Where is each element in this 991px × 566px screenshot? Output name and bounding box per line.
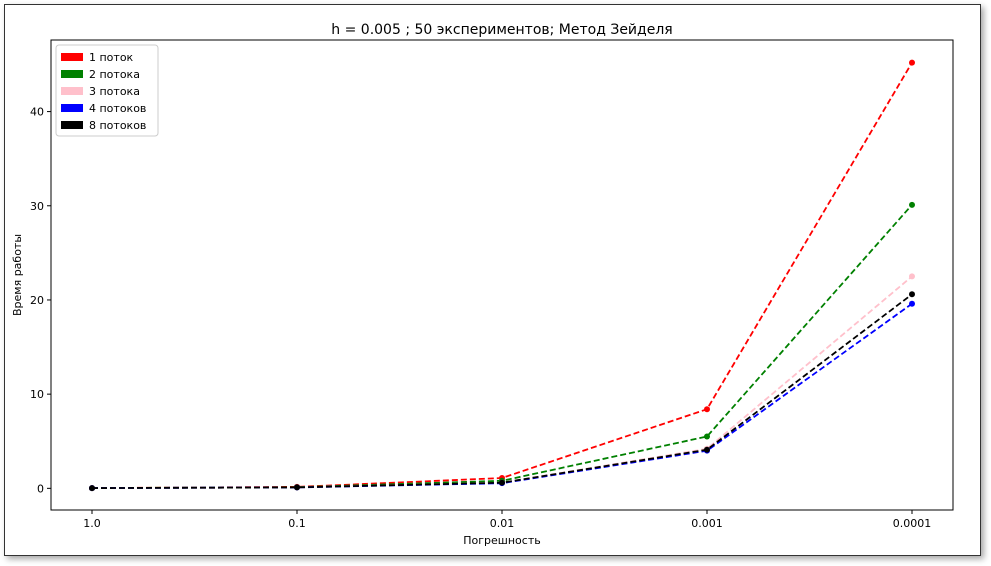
legend-label: 3 потока bbox=[89, 85, 140, 98]
x-tick-label: 0.001 bbox=[691, 517, 723, 530]
series-line bbox=[91, 204, 913, 489]
y-tick-label: 40 bbox=[30, 106, 44, 119]
axes: 1.0 0.1 0.01 0.001 0.0001 0 10 20 30 40 bbox=[30, 106, 931, 530]
data-point bbox=[909, 59, 915, 66]
legend-swatch bbox=[61, 70, 83, 78]
figure-frame bbox=[4, 4, 981, 556]
y-tick-label: 0 bbox=[37, 482, 44, 495]
legend: 1 поток 2 потока 3 потока 4 потоков 8 потоко… bbox=[55, 44, 159, 137]
y-tick-label: 20 bbox=[30, 294, 44, 307]
series-layer bbox=[89, 59, 915, 492]
x-tick-label: 0.01 bbox=[490, 517, 515, 530]
legend-swatch bbox=[61, 87, 83, 95]
x-tick-label: 1.0 bbox=[83, 517, 101, 530]
data-point bbox=[704, 446, 710, 453]
legend-swatch bbox=[61, 104, 83, 112]
legend-box bbox=[55, 44, 159, 137]
series-line bbox=[91, 293, 913, 490]
data-point bbox=[909, 273, 915, 280]
legend-swatch bbox=[61, 121, 83, 129]
legend-swatch bbox=[61, 53, 83, 61]
series-group bbox=[89, 291, 915, 492]
data-point bbox=[499, 479, 505, 486]
data-point bbox=[909, 201, 915, 208]
legend-label: 4 потоков bbox=[89, 102, 146, 115]
legend-label: 1 поток bbox=[89, 51, 134, 64]
series-group bbox=[89, 201, 915, 492]
x-tick-label: 0.0001 bbox=[893, 517, 932, 530]
x-tick-label: 0.1 bbox=[288, 517, 306, 530]
legend-label: 8 потоков bbox=[89, 119, 146, 132]
y-tick-label: 30 bbox=[30, 200, 44, 213]
y-axis-label: Время работы bbox=[11, 234, 24, 316]
data-point bbox=[909, 291, 915, 298]
series-line bbox=[91, 275, 913, 490]
plot-area bbox=[50, 39, 954, 511]
legend-label: 2 потока bbox=[89, 68, 140, 81]
series-line bbox=[91, 62, 913, 489]
data-point bbox=[704, 406, 710, 413]
chart-title: h = 0.005 ; 50 экспериментов; Метод Зейд… bbox=[331, 22, 672, 38]
series-group bbox=[89, 300, 915, 492]
series-line bbox=[91, 302, 913, 490]
data-point bbox=[704, 433, 710, 440]
data-point bbox=[909, 300, 915, 307]
x-axis-label: Погрешность bbox=[463, 534, 540, 547]
series-group bbox=[89, 59, 915, 492]
data-point bbox=[89, 485, 95, 492]
y-tick-label: 10 bbox=[30, 388, 44, 401]
series-group bbox=[89, 273, 915, 492]
data-point bbox=[294, 484, 300, 491]
